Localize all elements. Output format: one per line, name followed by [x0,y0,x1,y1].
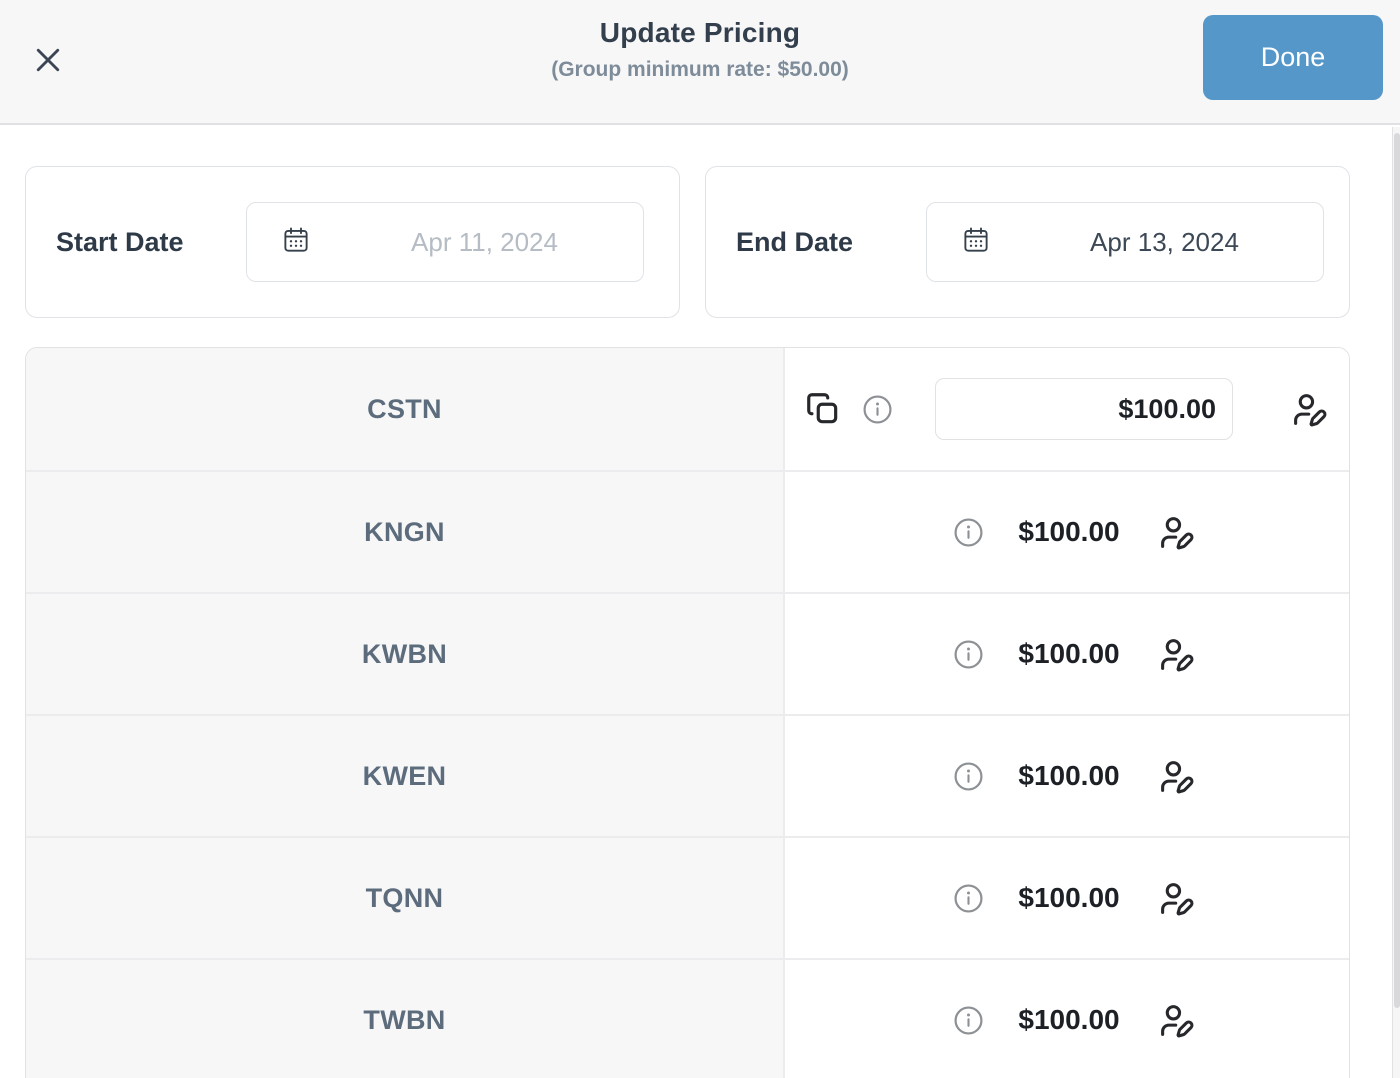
price-cell: $100.00 [785,594,1349,714]
modal-header: Update Pricing (Group minimum rate: $50.… [0,0,1400,125]
page-title: Update Pricing [599,17,801,48]
price-text: $100.00 [1018,1004,1120,1035]
x-icon [30,42,66,78]
user-edit-icon-button[interactable] [1158,636,1195,673]
info-icon [953,883,984,914]
room-code-cell: TWBN [26,960,785,1078]
room-code-cell: TQNN [26,838,785,958]
row-code-label: TWBN [363,1004,446,1035]
info-icon-button[interactable] [862,394,893,425]
price-cell: $100.00 [785,838,1349,958]
end-date-card: End Date [705,166,1350,318]
room-code-cell: KNGN [26,472,785,592]
price-text: $100.00 [1018,882,1120,913]
user-edit-icon-button[interactable] [1291,391,1328,428]
start-date-picker[interactable] [246,202,652,282]
info-icon [862,394,893,425]
info-icon-button[interactable] [953,639,984,670]
table-row: KWBN $100.00 [26,592,1349,714]
user-edit-icon-button[interactable] [1158,1002,1195,1039]
table-row: CSTN [26,348,1349,470]
room-code-cell: KWBN [26,594,785,714]
price-cell: $100.00 [785,716,1349,836]
copy-icon-button[interactable] [804,390,842,428]
row-code-label: KNGN [364,516,445,547]
calendar-icon [961,225,991,260]
price-cell: $100.00 [785,472,1349,592]
row-code-label: KWEN [362,760,447,791]
group-minimum-rate: (Group minimum rate: $50.00) [551,58,849,81]
user-edit-icon [1291,391,1328,428]
row-code-label: CSTN [367,393,442,424]
end-date-input[interactable] [997,226,1332,258]
vertical-scrollbar[interactable] [1392,127,1400,1078]
end-date-picker[interactable] [926,202,1332,282]
info-icon [953,517,984,548]
price-text: $100.00 [1018,638,1120,669]
user-edit-icon [1158,758,1195,795]
price-text: $100.00 [1018,516,1120,547]
date-filters: Start Date End Date [25,166,1400,318]
start-date-label: Start Date [56,226,184,257]
user-edit-icon-button[interactable] [1158,758,1195,795]
close-button[interactable] [26,38,70,82]
table-row: TQNN $100.00 [26,836,1349,958]
pricing-table: CSTN [25,347,1350,1078]
start-date-input[interactable] [317,226,652,258]
start-date-card: Start Date [25,166,680,318]
price-cell: $100.00 [785,960,1349,1078]
price-input[interactable] [935,378,1233,440]
price-cell [785,348,1349,470]
room-code-cell: KWEN [26,716,785,836]
user-edit-icon-button[interactable] [1158,514,1195,551]
info-icon [953,761,984,792]
user-edit-icon [1158,880,1195,917]
row-code-label: TQNN [365,882,444,913]
user-edit-icon-button[interactable] [1158,880,1195,917]
calendar-icon [281,225,311,260]
room-code-cell: CSTN [26,348,785,470]
pricing-table-body: CSTN [26,348,1349,1078]
table-row: TWBN $100.00 [26,958,1349,1078]
end-date-label: End Date [736,226,854,257]
info-icon-button[interactable] [953,883,984,914]
info-icon-button[interactable] [953,517,984,548]
info-icon [953,1005,984,1036]
copy-icon [804,390,842,428]
done-button[interactable]: Done [1203,15,1383,100]
info-icon [953,639,984,670]
table-row: KNGN $100.00 [26,470,1349,592]
header-titles: Update Pricing (Group minimum rate: $50.… [0,0,1400,82]
row-code-label: KWBN [361,638,448,669]
info-icon-button[interactable] [953,1005,984,1036]
info-icon-button[interactable] [953,761,984,792]
price-text: $100.00 [1018,760,1120,791]
scrollbar-thumb[interactable] [1394,133,1400,1008]
table-row: KWEN $100.00 [26,714,1349,836]
user-edit-icon [1158,514,1195,551]
user-edit-icon [1158,1002,1195,1039]
price-input-wrap [935,378,1233,440]
user-edit-icon [1158,636,1195,673]
